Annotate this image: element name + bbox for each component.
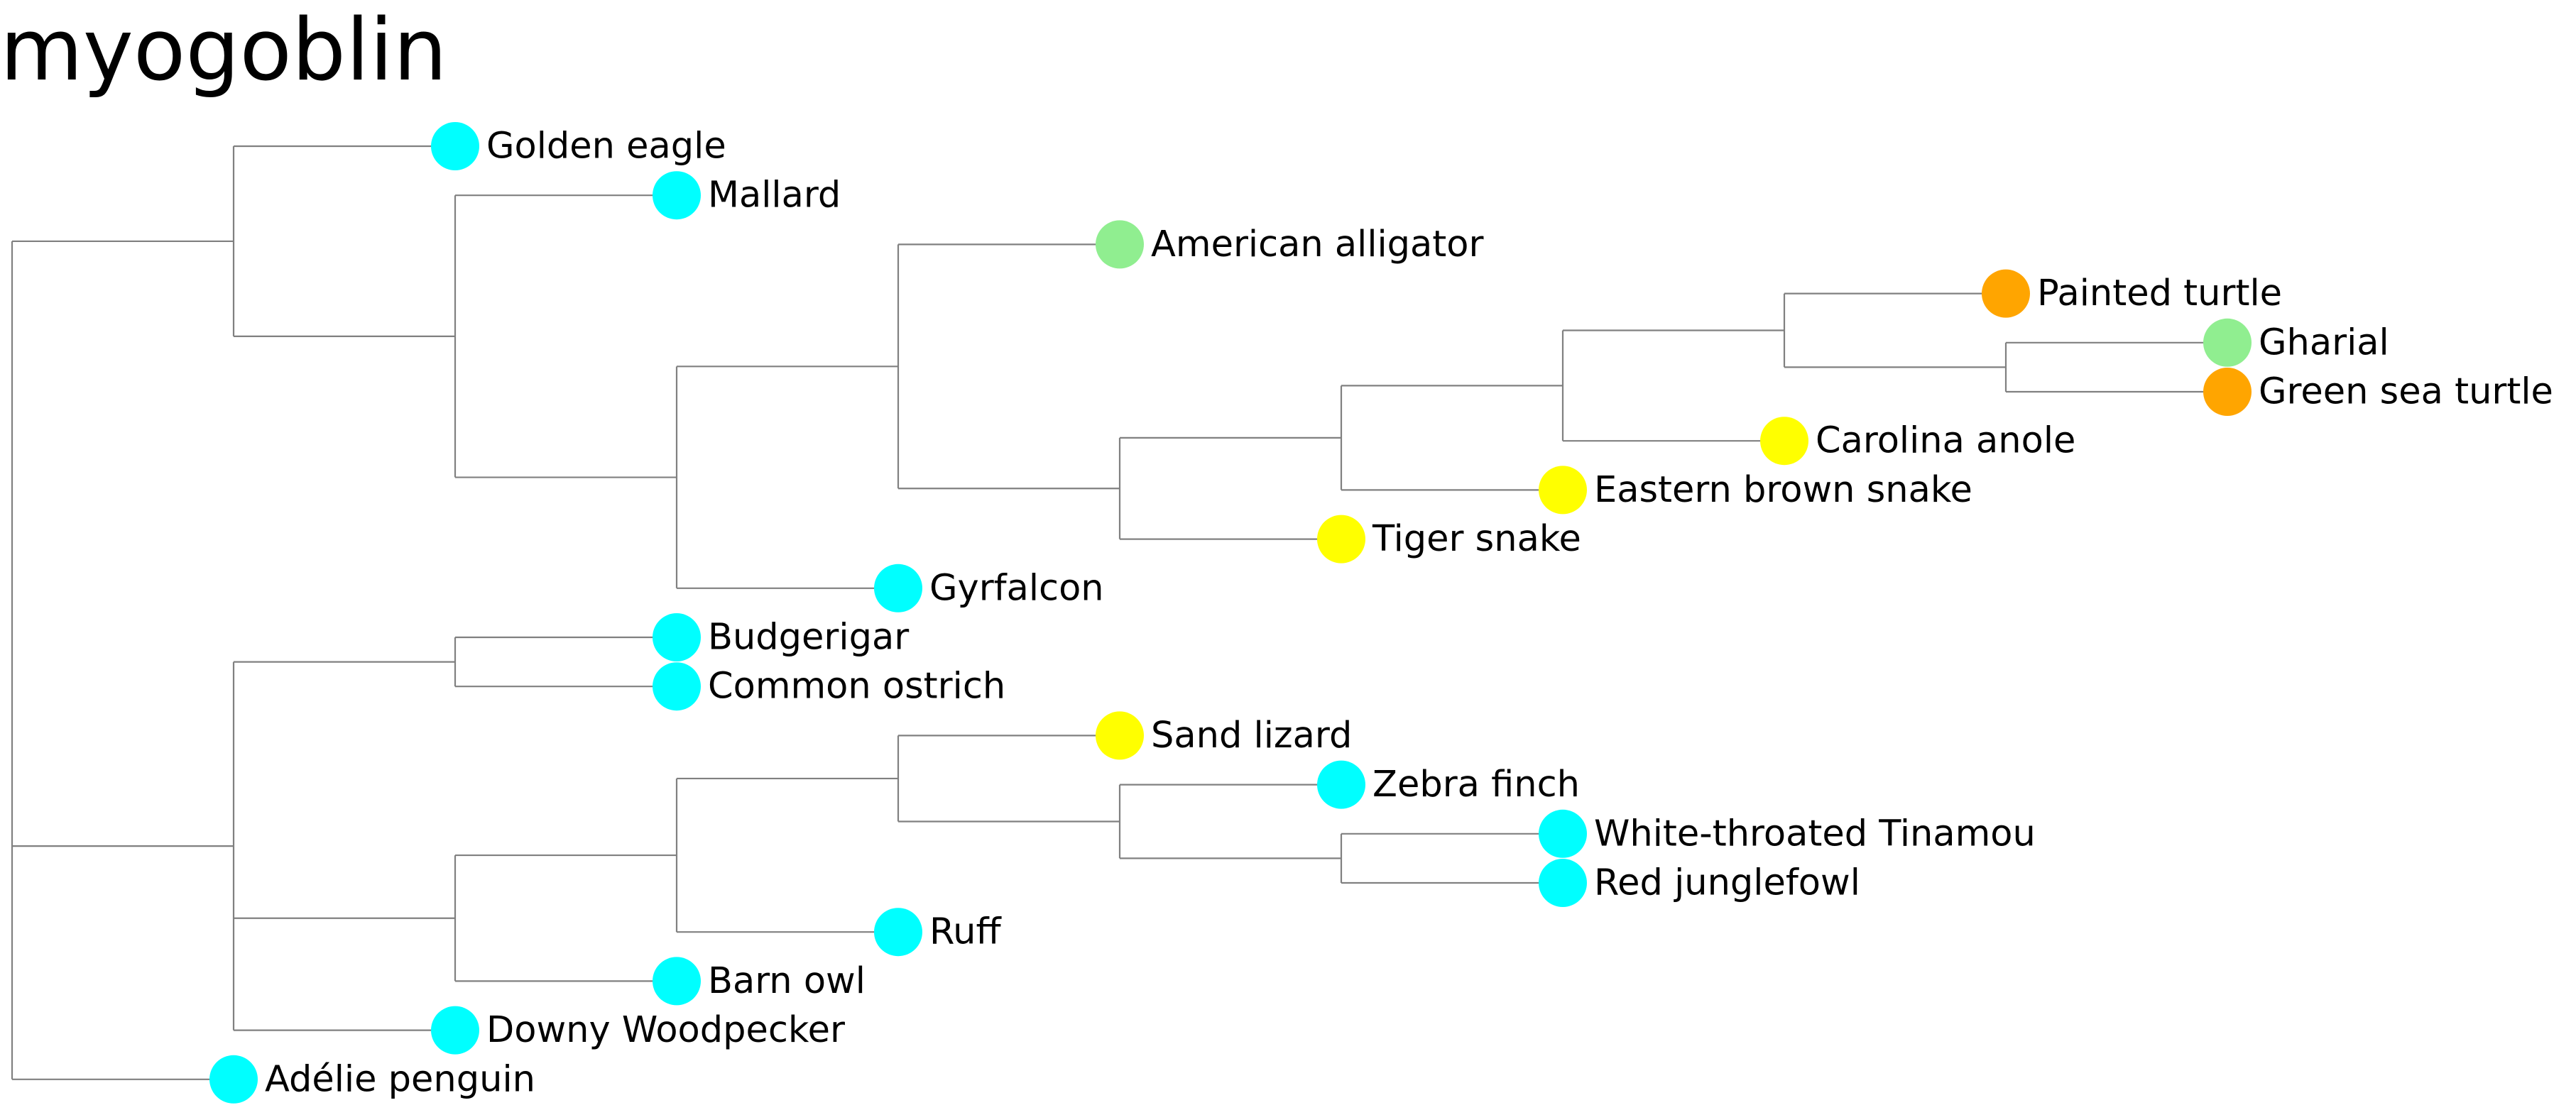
leaf-node-white-throated-tinamou	[1539, 809, 1587, 858]
leaf-label-zebra-finch: Zebra finch	[1372, 764, 1580, 806]
leaf-label-sand-lizard: Sand lizard	[1151, 715, 1352, 757]
leaf-label-budgerigar: Budgerigar	[708, 617, 909, 659]
leaf-node-gharial	[2203, 318, 2252, 367]
leaf-node-tiger-snake	[1317, 515, 1365, 564]
leaf-node-barn-owl	[653, 957, 701, 1006]
leaf-label-adelie-penguin: Adélie penguin	[265, 1058, 535, 1100]
leaf-node-ruff	[874, 908, 922, 957]
leaf-label-ruff: Ruff	[929, 911, 1002, 953]
leaf-node-mallard	[653, 171, 701, 220]
tree-leaves: Golden eagle Mallard American alligator Pai…	[209, 122, 2553, 1104]
leaf-node-golden-eagle	[431, 122, 479, 170]
leaf-label-downy-woodpecker: Downy Woodpecker	[486, 1009, 845, 1051]
leaf-label-american-alligator: American alligator	[1151, 224, 1483, 265]
leaf-node-sand-lizard	[1096, 711, 1144, 760]
tree-title: myogoblin	[0, 1, 447, 100]
leaf-label-gyrfalcon: Gyrfalcon	[929, 567, 1104, 609]
leaf-label-white-throated-tinamou: White-throated Tinamou	[1594, 813, 2036, 855]
leaf-node-downy-woodpecker	[431, 1006, 479, 1055]
leaf-node-common-ostrich	[653, 662, 701, 711]
leaf-label-carolina-anole: Carolina anole	[1816, 420, 2075, 462]
leaf-label-barn-owl: Barn owl	[708, 960, 866, 1002]
leaf-label-green-sea-turtle: Green sea turtle	[2259, 371, 2553, 413]
leaf-node-budgerigar	[653, 613, 701, 661]
leaf-label-red-junglefowl: Red junglefowl	[1594, 862, 1860, 904]
leaf-label-tiger-snake: Tiger snake	[1372, 518, 1581, 560]
leaf-node-eastern-brown-snake	[1539, 466, 1587, 515]
leaf-node-american-alligator	[1096, 220, 1144, 269]
leaf-node-painted-turtle	[1982, 269, 2030, 318]
leaf-label-golden-eagle: Golden eagle	[486, 126, 726, 167]
tree-branches	[11, 145, 2227, 1080]
leaf-label-common-ostrich: Common ostrich	[708, 666, 1005, 708]
leaf-node-green-sea-turtle	[2203, 368, 2252, 416]
leaf-node-zebra-finch	[1317, 760, 1365, 809]
leaf-label-gharial: Gharial	[2259, 322, 2389, 363]
leaf-node-red-junglefowl	[1539, 859, 1587, 907]
leaf-label-eastern-brown-snake: Eastern brown snake	[1594, 469, 1972, 511]
leaf-label-painted-turtle: Painted turtle	[2037, 273, 2282, 314]
leaf-node-adelie-penguin	[209, 1055, 258, 1104]
leaf-node-gyrfalcon	[874, 564, 922, 612]
leaf-label-mallard: Mallard	[708, 175, 841, 216]
leaf-node-carolina-anole	[1760, 417, 1808, 466]
